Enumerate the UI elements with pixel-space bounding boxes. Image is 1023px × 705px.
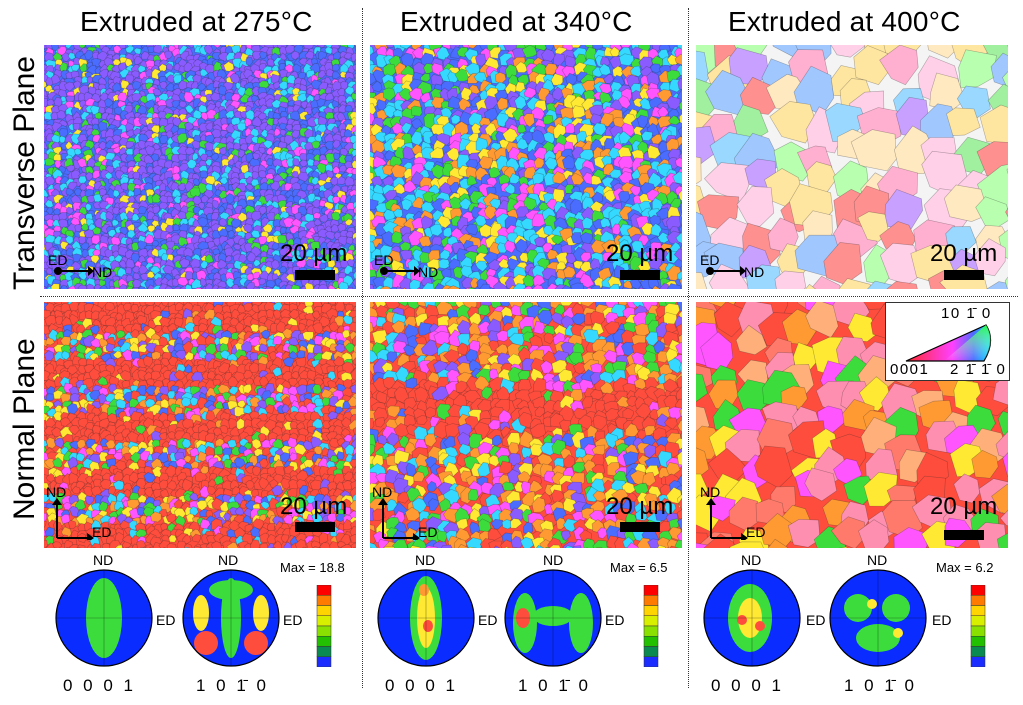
pf-ed-label: ED [478, 612, 498, 628]
pole-figure-1010-340 [504, 569, 602, 667]
pf-color-bar [970, 585, 986, 667]
axis-label-nd: ND [744, 264, 765, 280]
column-divider-2 [688, 8, 689, 688]
pf-ed-label: ED [283, 612, 303, 628]
axis-arrow-icon [378, 498, 420, 540]
scale-bar [620, 522, 660, 532]
scale-bar-label: 20 µm [606, 240, 674, 267]
pf-color-bar [316, 585, 332, 667]
scale-bar [944, 530, 984, 540]
axis-label-ed: ED [92, 524, 112, 540]
pf-plane-label: 1 0 1̄ 0 [518, 676, 591, 695]
scale-bar [295, 270, 335, 280]
column-title-340: Extruded at 340°C [400, 6, 633, 37]
column-title-400: Extruded at 400°C [728, 6, 961, 37]
ebsd-map-transverse-340 [370, 45, 682, 289]
column-divider-1 [362, 8, 363, 688]
scale-bar [620, 270, 660, 280]
axis-indicator-transverse: ED ND [48, 252, 118, 282]
pole-figure-1010-400 [829, 569, 927, 667]
pf-plane-label: 0 0 0 1 [63, 676, 136, 695]
ipf-color-key: 10 1̄ 0 0001 2 1̄ 1̄ 0 [885, 302, 1010, 381]
pf-plane-label: 0 0 0 1 [711, 676, 784, 695]
pole-figure-0001-275 [55, 569, 153, 667]
axis-indicator-transverse: ED ND [700, 252, 770, 282]
axis-arrow-icon [706, 498, 748, 540]
axis-indicator-normal: ND ED [700, 484, 770, 542]
ipf-label-top: 10 1̄ 0 [941, 305, 992, 322]
axis-label-ed: ED [374, 252, 394, 268]
axis-arrow-icon [54, 266, 94, 276]
row-label-transverse: Transverse Plane [8, 56, 41, 290]
ebsd-map-normal-275 [44, 302, 356, 548]
pf-nd-label: ND [93, 552, 114, 568]
row-divider [40, 296, 1018, 297]
pf-nd-label: ND [741, 552, 762, 568]
pf-ed-label: ED [932, 612, 952, 628]
ebsd-map-transverse-275 [44, 45, 356, 289]
pole-figure-1010-275 [182, 569, 280, 667]
axis-indicator-normal: ND ED [46, 484, 116, 542]
axis-arrow-icon [380, 266, 420, 276]
axis-label-nd: ND [46, 484, 67, 500]
scale-bar-label: 20 µm [930, 240, 998, 267]
axis-indicator-transverse: ED ND [374, 252, 444, 282]
pf-max-label: Max = 18.8 [280, 560, 345, 575]
pf-nd-label: ND [867, 552, 888, 568]
pf-ed-label: ED [806, 612, 826, 628]
pf-color-bar [643, 585, 659, 667]
axis-label-ed: ED [418, 524, 438, 540]
pf-ed-label: ED [605, 612, 625, 628]
scale-bar-label: 20 µm [606, 493, 674, 520]
pf-nd-label: ND [415, 552, 436, 568]
scale-bar-label: 20 µm [280, 493, 348, 520]
pole-figure-0001-400 [703, 569, 801, 667]
scale-bar-label: 20 µm [280, 240, 348, 267]
scale-bar [295, 522, 335, 532]
axis-label-nd: ND [372, 484, 393, 500]
pf-ed-label: ED [156, 612, 176, 628]
axis-arrow-icon [52, 498, 94, 540]
column-title-275: Extruded at 275°C [80, 6, 313, 37]
scale-bar-label: 20 µm [930, 493, 998, 520]
row-label-normal: Normal Plane [8, 338, 41, 520]
axis-label-nd: ND [418, 264, 439, 280]
axis-label-ed: ED [48, 252, 68, 268]
ipf-label-right: 2 1̄ 1̄ 0 [950, 361, 1007, 378]
axis-label-nd: ND [92, 264, 113, 280]
pole-figure-0001-340 [377, 569, 475, 667]
pf-plane-label: 1 0 1̄ 0 [844, 676, 917, 695]
pf-max-label: Max = 6.5 [610, 560, 668, 575]
ipf-triangle-icon [905, 324, 992, 362]
ipf-label-left: 0001 [890, 361, 930, 378]
axis-label-ed: ED [700, 252, 720, 268]
scale-bar [944, 270, 984, 280]
pf-plane-label: 0 0 0 1 [385, 676, 458, 695]
ebsd-map-transverse-400 [696, 45, 1008, 289]
pf-max-label: Max = 6.2 [936, 560, 994, 575]
axis-indicator-normal: ND ED [372, 484, 442, 542]
ebsd-map-normal-340 [370, 302, 682, 548]
axis-label-nd: ND [700, 484, 721, 500]
axis-arrow-icon [706, 266, 746, 276]
pf-nd-label: ND [543, 552, 564, 568]
pf-nd-label: ND [218, 552, 239, 568]
pf-plane-label: 1 0 1̄ 0 [196, 676, 269, 695]
axis-label-ed: ED [746, 524, 766, 540]
